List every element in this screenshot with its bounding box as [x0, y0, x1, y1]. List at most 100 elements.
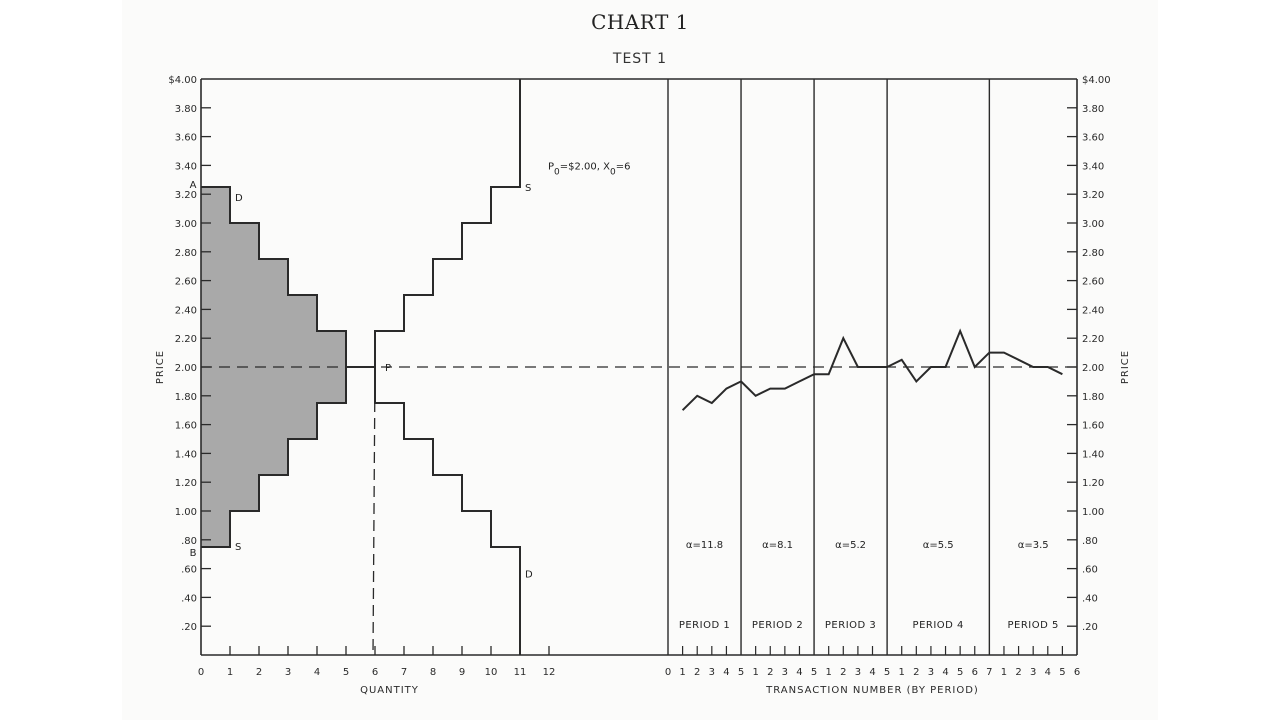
right-x-tick-label: 6	[972, 667, 978, 678]
left-x-tick-label: 9	[459, 667, 465, 678]
period-alpha-label: α=5.5	[923, 540, 954, 551]
right-y-axis-title: PRICE	[1120, 350, 1131, 384]
right-x-tick-label: 5	[811, 667, 817, 678]
left-y-tick-label: 1.00	[175, 507, 197, 518]
left-y-tick-label: .60	[181, 565, 197, 576]
right-y-tick-label: 1.40	[1082, 449, 1104, 460]
period-name-label: PERIOD 4	[913, 620, 964, 631]
right-y-tick-label: 2.80	[1082, 248, 1104, 259]
left-x-tick-label: 11	[514, 667, 527, 678]
left-x-tick-label: 3	[285, 667, 291, 678]
point-b-label: B	[190, 548, 197, 559]
left-x-tick-label: 4	[314, 667, 320, 678]
period-alpha-label: α=3.5	[1018, 540, 1049, 551]
right-x-tick-label: 4	[1045, 667, 1051, 678]
equilibrium-note: P0=$2.00, X0=6	[548, 162, 630, 178]
left-y-tick-label: 3.20	[175, 190, 197, 201]
right-x-tick-label: 3	[928, 667, 934, 678]
supply-label-top: S	[525, 183, 531, 194]
left-x-tick-label: 5	[343, 667, 349, 678]
right-x-tick-label: 7	[986, 667, 992, 678]
right-x-tick-label: 2	[840, 667, 846, 678]
right-y-tick-label: $4.00	[1082, 75, 1111, 86]
period-alpha-label: α=5.2	[835, 540, 866, 551]
left-y-tick-label: 3.80	[175, 104, 197, 115]
right-x-tick-label: 2	[694, 667, 700, 678]
right-y-tick-label: .60	[1082, 565, 1098, 576]
right-y-tick-label: 1.80	[1082, 392, 1104, 403]
chart-title: CHART 1	[591, 10, 689, 34]
left-x-tick-label: 12	[543, 667, 556, 678]
left-y-tick-label: 1.20	[175, 478, 197, 489]
right-y-tick-label: 2.60	[1082, 277, 1104, 288]
right-x-tick-label: 3	[1030, 667, 1036, 678]
left-y-tick-label: 2.80	[175, 248, 197, 259]
right-y-tick-label: .40	[1082, 593, 1098, 604]
left-x-axis-title: QUANTITY	[360, 685, 419, 696]
left-y-tick-label: 1.60	[175, 421, 197, 432]
right-y-tick-label: 3.80	[1082, 104, 1104, 115]
period-name-label: PERIOD 2	[752, 620, 803, 631]
right-y-tick-label: .20	[1082, 622, 1098, 633]
right-x-tick-label: 3	[855, 667, 861, 678]
right-x-tick-label: 1	[679, 667, 685, 678]
right-y-tick-label: 2.00	[1082, 363, 1104, 374]
left-y-tick-label: 1.80	[175, 392, 197, 403]
right-x-tick-label: 4	[796, 667, 802, 678]
left-x-tick-label: 8	[430, 667, 436, 678]
right-x-tick-label: 4	[942, 667, 948, 678]
left-y-tick-label: 2.20	[175, 334, 197, 345]
left-y-tick-label: .20	[181, 622, 197, 633]
right-x-axis-title: TRANSACTION NUMBER (BY PERIOD)	[765, 685, 979, 696]
left-y-axis-title: PRICE	[155, 350, 166, 384]
period-name-label: PERIOD 3	[825, 620, 876, 631]
right-y-tick-label: 3.40	[1082, 161, 1104, 172]
right-x-tick-label: 1	[825, 667, 831, 678]
right-x-tick-label: 5	[884, 667, 890, 678]
right-x-tick-label: 1	[1001, 667, 1007, 678]
right-x-tick-label: 5	[1059, 667, 1065, 678]
left-y-tick-label: 1.40	[175, 449, 197, 460]
right-x-tick-label: 4	[869, 667, 875, 678]
supply-label-bottom: S	[235, 542, 241, 553]
right-x-tick-label: 0	[665, 667, 671, 678]
demand-label-top: D	[235, 193, 243, 204]
right-x-tick-label: 6	[1074, 667, 1080, 678]
left-y-tick-label: $4.00	[168, 75, 197, 86]
right-y-tick-label: 2.20	[1082, 334, 1104, 345]
left-y-tick-label: 2.00	[175, 363, 197, 374]
point-a-label: A	[190, 180, 197, 191]
period-name-label: PERIOD 5	[1007, 620, 1058, 631]
right-x-tick-label: 4	[723, 667, 729, 678]
period-alpha-label: α=11.8	[686, 540, 723, 551]
right-x-tick-label: 3	[782, 667, 788, 678]
left-y-tick-label: 3.40	[175, 161, 197, 172]
right-y-tick-label: 3.60	[1082, 133, 1104, 144]
left-x-tick-label: 0	[198, 667, 204, 678]
right-x-tick-label: 1	[899, 667, 905, 678]
period-name-label: PERIOD 1	[679, 620, 730, 631]
right-y-tick-label: 2.40	[1082, 305, 1104, 316]
left-x-tick-label: 2	[256, 667, 262, 678]
right-y-tick-label: 1.60	[1082, 421, 1104, 432]
right-x-tick-label: 1	[752, 667, 758, 678]
left-y-tick-label: 3.00	[175, 219, 197, 230]
right-y-tick-label: 1.20	[1082, 478, 1104, 489]
left-y-tick-label: .40	[181, 593, 197, 604]
right-y-tick-label: 1.00	[1082, 507, 1104, 518]
period-alpha-label: α=8.1	[762, 540, 793, 551]
left-y-tick-label: 2.60	[175, 277, 197, 288]
right-x-tick-label: 2	[1015, 667, 1021, 678]
right-x-tick-label: 3	[709, 667, 715, 678]
left-y-tick-label: 2.40	[175, 305, 197, 316]
right-x-tick-label: 5	[957, 667, 963, 678]
left-y-tick-label: .80	[181, 536, 197, 547]
right-y-tick-label: .80	[1082, 536, 1098, 547]
demand-label-bottom: D	[525, 570, 533, 581]
transaction-price-line	[681, 328, 1063, 411]
left-x-tick-label: 1	[227, 667, 233, 678]
right-x-tick-label: 2	[913, 667, 919, 678]
right-x-tick-label: 5	[738, 667, 744, 678]
left-y-tick-label: 3.60	[175, 133, 197, 144]
